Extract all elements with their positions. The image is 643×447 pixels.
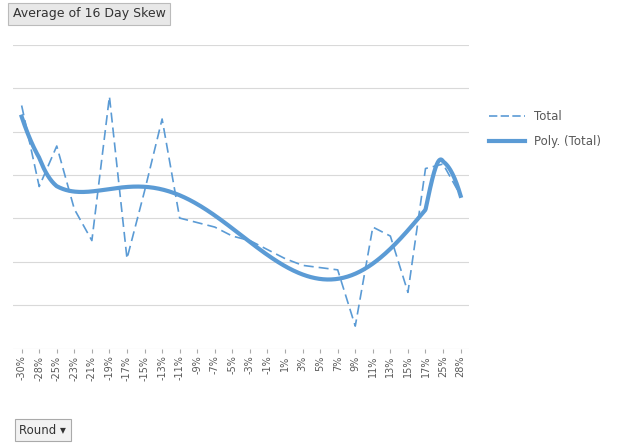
Text: Round ▾: Round ▾	[19, 424, 66, 437]
Text: Average of 16 Day Skew: Average of 16 Day Skew	[13, 8, 166, 21]
Legend: Total, Poly. (Total): Total, Poly. (Total)	[484, 105, 606, 152]
